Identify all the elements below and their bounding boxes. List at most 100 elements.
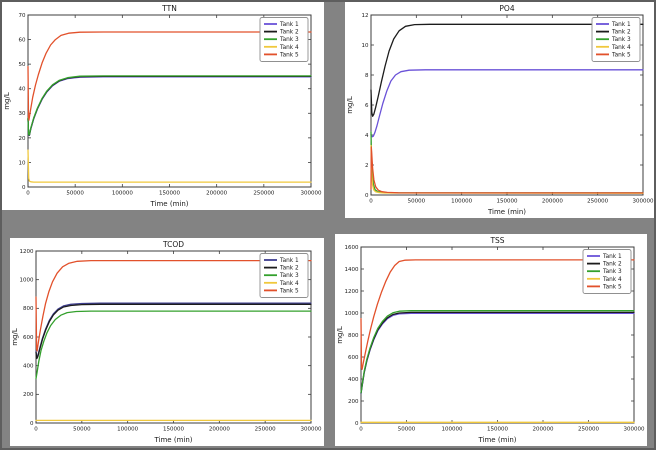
legend-label: Tank 2 — [279, 30, 299, 36]
x-tick-label: 0 — [26, 191, 30, 197]
series-line-tank-5 — [370, 146, 644, 194]
y-tick-label: 800 — [23, 306, 34, 312]
y-tick-label: 70 — [19, 13, 26, 19]
series-line-tank-2 — [35, 303, 312, 360]
x-axis-label: Time (min) — [149, 200, 188, 208]
chart-panel-ttn: 0 50000 100000 150000 200000 250000 300000 0 10 2… — [2, 2, 324, 210]
legend-label: Tank 5 — [279, 288, 299, 294]
x-tick-label: 250000 — [587, 199, 608, 205]
y-tick-label: 1000 — [345, 311, 359, 317]
y-axis-label: mg/L — [336, 326, 344, 344]
y-tick-label: 200 — [23, 392, 34, 398]
x-tick-label: 100000 — [442, 427, 463, 433]
y-tick-label: 20 — [19, 136, 26, 142]
series-line-tank-1 — [370, 69, 644, 138]
legend-label: Tank 1 — [611, 22, 631, 28]
ttn-line-chart: 0 50000 100000 150000 200000 250000 300000 0 10 2… — [3, 4, 322, 208]
legend-label: Tank 2 — [279, 266, 299, 272]
series-line-tank-3 — [27, 75, 312, 136]
x-axis-label: Time (min) — [487, 208, 526, 216]
legend-label: Tank 5 — [279, 52, 299, 58]
x-axis-label: Time (min) — [477, 436, 516, 444]
y-tick-label: 1200 — [345, 289, 359, 295]
y-tick-label: 400 — [23, 364, 34, 370]
legend-label: Tank 5 — [611, 52, 631, 58]
x-tick-label: 0 — [359, 427, 363, 433]
legend-label: Tank 5 — [602, 284, 622, 290]
series-line-tank-5 — [35, 259, 312, 352]
x-tick-label: 50000 — [66, 191, 84, 197]
legend-label: Tank 3 — [611, 37, 631, 43]
y-tick-label: 10 — [19, 160, 26, 166]
y-tick-label: 10 — [362, 43, 369, 49]
x-tick-label: 0 — [34, 427, 38, 433]
y-tick-label: 8 — [365, 73, 369, 79]
legend-label: Tank 1 — [279, 258, 299, 264]
series-line-tank-2 — [370, 23, 644, 117]
y-tick-label: 6 — [365, 103, 369, 109]
series-line-tank-5 — [360, 259, 635, 370]
series-line-tank-5 — [27, 31, 312, 121]
x-tick-label: 150000 — [159, 191, 180, 197]
x-tick-label: 50000 — [408, 199, 426, 205]
series-line-tank-3 — [35, 310, 312, 380]
chart-title: TCOD — [162, 240, 184, 249]
y-tick-label: 0 — [355, 421, 359, 427]
x-tick-label: 100000 — [117, 427, 138, 433]
x-tick-label: 50000 — [398, 427, 416, 433]
legend-label: Tank 4 — [602, 277, 622, 283]
legend-label: Tank 3 — [279, 37, 299, 43]
chart-title: TTN — [161, 4, 177, 13]
chart-panel-po4: 0 50000 100000 150000 200000 250000 300000 0 2 4 6… — [345, 2, 654, 218]
y-tick-label: 2 — [365, 163, 369, 169]
x-tick-label: 0 — [369, 199, 373, 205]
x-tick-label: 300000 — [301, 427, 322, 433]
x-tick-label: 200000 — [542, 199, 563, 205]
x-tick-label: 200000 — [206, 191, 227, 197]
legend-label: Tank 1 — [279, 22, 299, 28]
y-axis-label: mg/L — [3, 92, 11, 110]
x-tick-label: 250000 — [253, 191, 274, 197]
y-tick-label: 200 — [348, 399, 359, 405]
y-tick-label: 60 — [19, 37, 26, 43]
tcod-line-chart: 0 50000 100000 150000 200000 250000 300000 0 200… — [11, 240, 322, 444]
legend-label: Tank 2 — [611, 30, 631, 36]
y-tick-label: 1200 — [20, 249, 34, 255]
legend-label: Tank 3 — [602, 269, 622, 275]
legend-label: Tank 3 — [279, 273, 299, 279]
y-tick-label: 1000 — [20, 278, 34, 284]
y-tick-label: 50 — [19, 62, 26, 68]
y-axis-label: mg/L — [346, 96, 354, 114]
y-tick-label: 1600 — [345, 245, 359, 251]
x-tick-label: 200000 — [209, 427, 230, 433]
legend-label: Tank 2 — [602, 262, 622, 268]
legend-label: Tank 4 — [279, 45, 299, 51]
y-tick-label: 800 — [348, 333, 359, 339]
series-line-tank-3 — [360, 310, 635, 394]
chart-panel-tcod: 0 50000 100000 150000 200000 250000 300000 0 200… — [10, 238, 324, 446]
y-tick-label: 0 — [365, 193, 369, 199]
chart-title: TSS — [489, 236, 504, 245]
x-tick-label: 300000 — [624, 427, 645, 433]
y-tick-label: 40 — [19, 87, 26, 93]
y-tick-label: 30 — [19, 111, 26, 117]
x-tick-label: 150000 — [487, 427, 508, 433]
x-tick-label: 200000 — [533, 427, 554, 433]
legend-label: Tank 1 — [602, 254, 622, 260]
y-tick-label: 12 — [362, 13, 369, 19]
x-tick-label: 300000 — [633, 199, 654, 205]
x-tick-label: 50000 — [73, 427, 91, 433]
x-tick-label: 300000 — [301, 191, 322, 197]
y-tick-label: 4 — [365, 133, 369, 139]
legend-label: Tank 4 — [611, 45, 631, 51]
chart-panel-tss: 0 50000 100000 150000 200000 250000 300000 0 200… — [335, 234, 647, 446]
y-tick-label: 1400 — [345, 267, 359, 273]
po4-line-chart: 0 50000 100000 150000 200000 250000 300000 0 2 4 6… — [346, 4, 654, 216]
x-tick-label: 100000 — [451, 199, 472, 205]
x-tick-label: 250000 — [255, 427, 276, 433]
series-line-tank-4 — [27, 149, 312, 183]
